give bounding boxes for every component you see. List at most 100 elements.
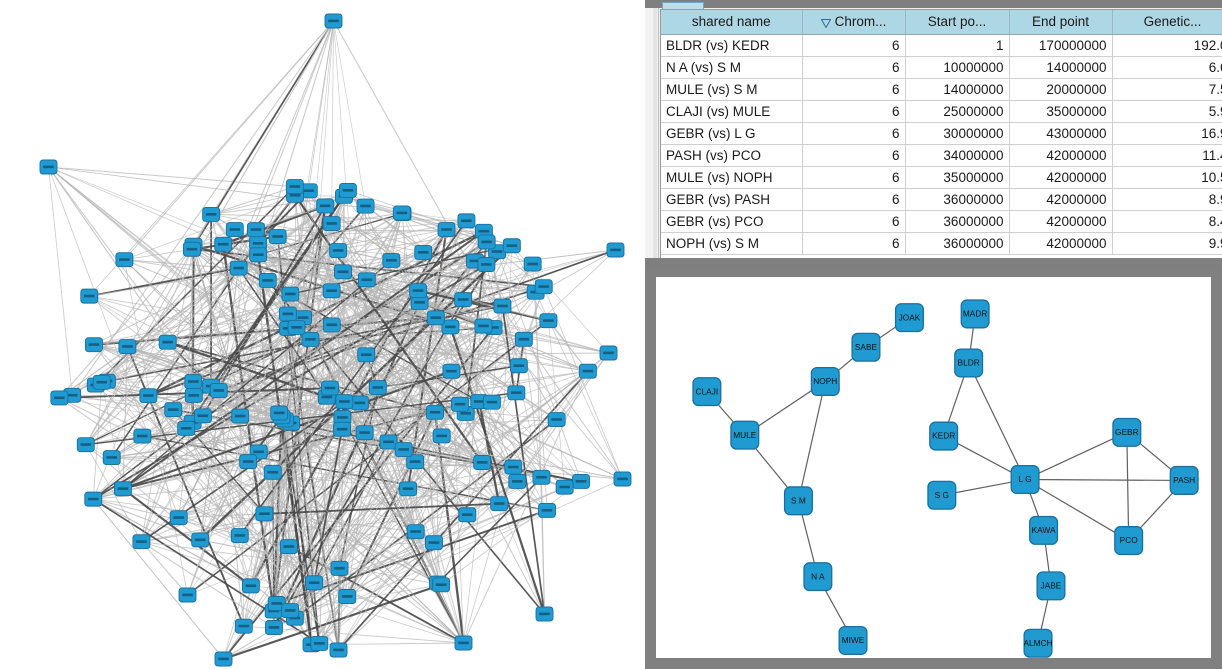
cell-shared_name[interactable]: GEBR (vs) PASH: [661, 188, 803, 211]
node-shape[interactable]: [1010, 465, 1040, 495]
big-network-node[interactable]: [247, 222, 265, 238]
big-network-edge[interactable]: [92, 382, 103, 500]
big-network-edge[interactable]: [290, 422, 435, 543]
cell-shared_name[interactable]: N A (vs) S M: [661, 56, 803, 79]
big-network-node[interactable]: [321, 380, 339, 396]
big-network-node[interactable]: [483, 394, 501, 410]
node-shape[interactable]: [851, 332, 881, 362]
big-network-node[interactable]: [299, 183, 318, 199]
cell-start_point[interactable]: 30000000: [905, 122, 1010, 145]
big-network-node[interactable]: [183, 241, 201, 257]
cell-genetic[interactable]: 10.5: [1112, 166, 1222, 189]
big-network-edge[interactable]: [222, 243, 548, 511]
big-network-edge[interactable]: [141, 541, 464, 644]
big-network-edge[interactable]: [93, 344, 241, 536]
sub-network-node[interactable]: S G: [927, 480, 957, 510]
cell-shared_name[interactable]: PASH (vs) PCO: [661, 144, 803, 167]
big-network-edge[interactable]: [294, 186, 468, 515]
big-network-node[interactable]: [538, 502, 556, 518]
big-network-node[interactable]: [572, 473, 590, 489]
big-network-node[interactable]: [281, 603, 300, 618]
big-network-edge[interactable]: [147, 395, 339, 651]
cell-start_point[interactable]: 14000000: [905, 78, 1010, 101]
big-network-edge[interactable]: [407, 412, 436, 489]
sub-network-node[interactable]: JABE: [1036, 571, 1066, 601]
big-network-edge[interactable]: [48, 166, 73, 396]
big-network-node[interactable]: [324, 13, 343, 29]
big-network-edge[interactable]: [93, 403, 461, 500]
big-network-node[interactable]: [225, 222, 244, 238]
big-network-edge[interactable]: [192, 381, 464, 644]
sub-network-edge[interactable]: [797, 381, 826, 501]
big-network-edge[interactable]: [218, 249, 616, 392]
big-network-edge[interactable]: [191, 248, 289, 329]
big-network-edge[interactable]: [141, 541, 275, 628]
column-header-end-point[interactable]: End point: [1009, 10, 1113, 35]
big-network-node[interactable]: [132, 534, 151, 550]
big-network-node[interactable]: [164, 402, 183, 418]
sub-network-node[interactable]: GEBR: [1112, 417, 1142, 447]
big-network-edge[interactable]: [331, 286, 544, 292]
sub-network-edge[interactable]: [1025, 478, 1185, 482]
big-network-edge[interactable]: [106, 229, 236, 382]
big-network-edge[interactable]: [290, 20, 334, 295]
big-network-node[interactable]: [202, 206, 221, 222]
big-network-node[interactable]: [239, 454, 258, 470]
big-network-node[interactable]: [458, 507, 477, 523]
big-network-node[interactable]: [357, 272, 376, 288]
big-network-edge[interactable]: [359, 402, 464, 644]
node-shape[interactable]: [894, 303, 924, 333]
big-network-edge[interactable]: [277, 236, 536, 293]
cell-genetic[interactable]: 16.9: [1112, 122, 1222, 145]
big-network-edge[interactable]: [111, 457, 409, 490]
big-network-node[interactable]: [357, 347, 376, 363]
big-network-node[interactable]: [432, 428, 451, 444]
sub-network-node[interactable]: PASH: [1169, 465, 1199, 495]
cell-start_point[interactable]: 35000000: [905, 166, 1010, 189]
table-tab-stub[interactable]: [662, 2, 704, 9]
big-network-node[interactable]: [329, 243, 348, 259]
sub-network-node[interactable]: ALMCH: [1023, 628, 1053, 658]
big-network-edge[interactable]: [449, 326, 546, 615]
cell-end_point[interactable]: 170000000: [1009, 34, 1113, 57]
big-network-edge[interactable]: [338, 339, 525, 651]
big-network-node[interactable]: [442, 363, 461, 379]
big-network-edge[interactable]: [239, 387, 331, 536]
big-network-edge[interactable]: [313, 476, 542, 584]
big-network-edge[interactable]: [92, 427, 187, 500]
node-shape[interactable]: [730, 420, 760, 450]
big-network-edge[interactable]: [280, 416, 321, 644]
big-network-edge[interactable]: [548, 320, 566, 488]
big-network-edge[interactable]: [186, 326, 451, 429]
node-shape[interactable]: [960, 299, 990, 329]
big-network-node[interactable]: [184, 388, 203, 403]
big-network-node[interactable]: [368, 380, 387, 396]
cell-end_point[interactable]: 43000000: [1009, 122, 1113, 145]
big-network-edge[interactable]: [284, 327, 297, 420]
cell-start_point[interactable]: 25000000: [905, 100, 1010, 123]
big-network-node[interactable]: [322, 216, 341, 232]
big-network-node[interactable]: [493, 298, 512, 314]
big-network-edge[interactable]: [483, 241, 487, 327]
big-network-edge[interactable]: [199, 268, 240, 541]
cell-shared_name[interactable]: NOPH (vs) S M: [661, 232, 803, 255]
big-network-edge[interactable]: [331, 290, 565, 488]
big-network-node[interactable]: [102, 450, 121, 465]
big-network-node[interactable]: [477, 234, 496, 250]
big-network-node[interactable]: [178, 587, 197, 603]
sub-network-node[interactable]: N A: [803, 562, 833, 592]
sub-network-node[interactable]: L G: [1010, 465, 1040, 495]
cell-genetic[interactable]: 9.9: [1112, 232, 1222, 255]
big-network-node[interactable]: [84, 491, 103, 507]
node-shape[interactable]: [1023, 628, 1053, 658]
cell-chromosome[interactable]: 6: [802, 188, 906, 211]
big-network-node[interactable]: [249, 247, 268, 263]
big-network-edge[interactable]: [200, 513, 265, 541]
big-network-node[interactable]: [139, 388, 158, 404]
big-network-edge[interactable]: [187, 396, 328, 596]
sub-network-node[interactable]: MULE: [730, 420, 760, 450]
